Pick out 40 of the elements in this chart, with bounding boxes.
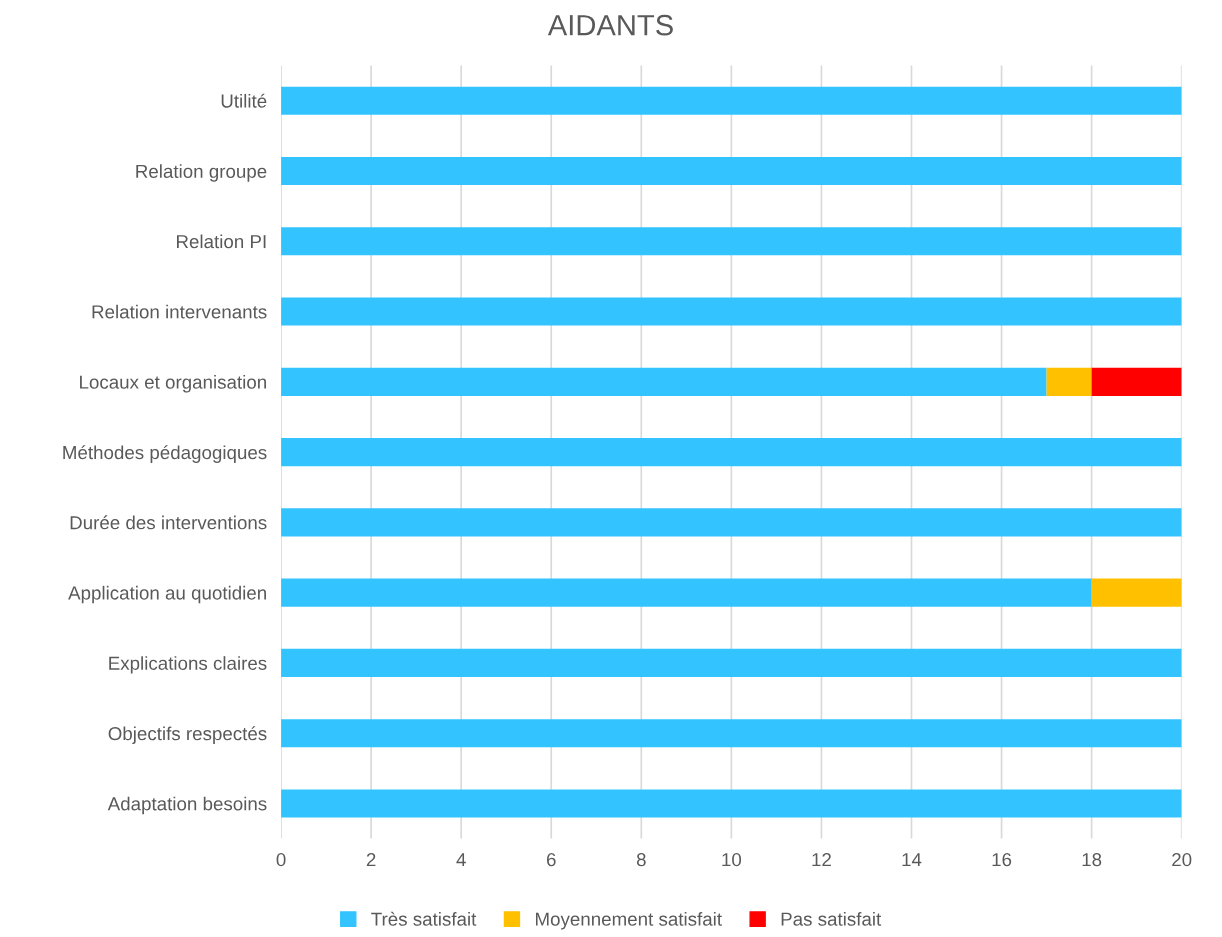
y-tick-label: Utilité [221,93,267,108]
bar [281,86,1182,115]
bar [1091,578,1182,607]
bar [281,367,1047,396]
bar [281,719,1182,748]
x-tick-label: 16 [992,853,1012,867]
y-tick-label: Explications claires [109,656,267,674]
y-tick-label: Relation PI [177,234,266,249]
x-tick-label: 14 [902,853,922,867]
chart-title: AIDANTS [547,14,673,36]
y-tick-label: Relation intervenants [92,304,267,319]
bar [281,508,1182,537]
x-tick-label: 0 [276,853,286,867]
x-tick-label: 2 [366,853,376,867]
bar [1046,367,1092,396]
y-tick-label: Relation groupe [136,164,267,182]
y-tick-label: Méthodes pédagogiques [63,445,267,463]
x-tick-label: 18 [1082,853,1102,867]
bar [281,227,1182,256]
legend-label: Très satisfait [371,911,477,926]
legend-label: Pas satisfait [781,912,882,926]
legend-label: Moyennement satisfait [535,912,722,930]
bar [281,297,1182,326]
bar [281,789,1182,818]
bar [281,438,1182,467]
y-tick-label: Durée des interventions [70,515,267,530]
x-tick-label: 12 [812,853,831,867]
bar [1091,367,1182,396]
x-tick-label: 10 [722,853,742,867]
bar [281,648,1182,677]
x-tick-label: 6 [546,853,556,867]
bar [281,156,1182,186]
bar [281,578,1092,607]
x-tick-label: 4 [456,853,466,867]
y-tick-label: Objectifs respectés [108,726,267,744]
y-tick-label: Application au quotidien [68,585,266,604]
y-tick-label: Adaptation besoins [107,796,267,815]
x-tick-label: 20 [1172,853,1192,867]
y-tick-label: Locaux et organisation [80,375,266,393]
x-tick-label: 8 [636,853,646,867]
